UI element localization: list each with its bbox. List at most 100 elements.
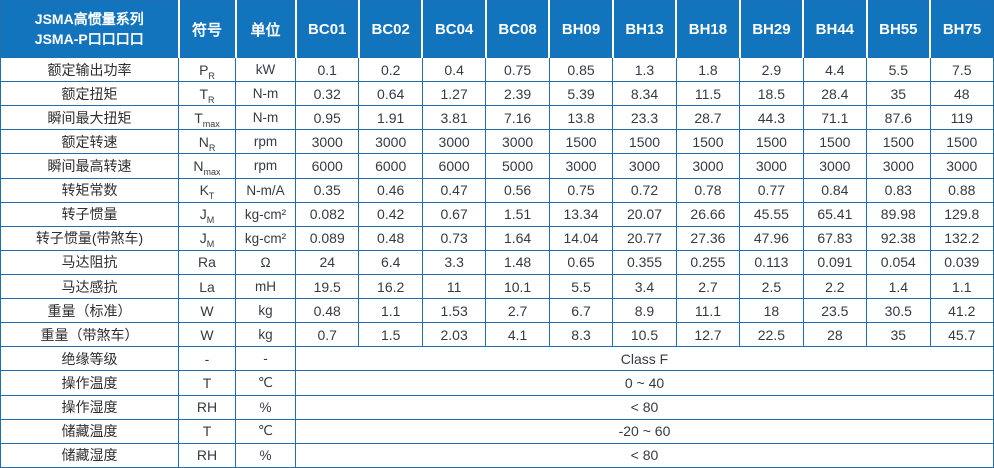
cell-value: 0.48 [294,298,360,324]
cell-value: 0.88 [929,177,994,203]
row-symbol: - [178,346,236,372]
symbol-subscript: max [202,118,220,129]
row-unit: mH [235,273,296,300]
cell-value: 1.91 [358,105,423,131]
row-label: 操作温度 [0,370,179,396]
cell-value: 0.72 [612,177,677,203]
row-symbol: JM [178,225,236,251]
cell-value: 0.56 [485,177,550,203]
cell-value: 45.7 [929,322,994,348]
cell-value: 35 [866,322,931,348]
merged-value: Class F [295,346,994,372]
cell-value: 71.1 [802,105,868,131]
symbol-subscript: T [208,190,215,201]
cell-value: 3000 [485,129,550,155]
symbol-base: W [200,326,214,343]
series-title-line2: JSMA-P口口口口 [34,31,144,47]
cell-value: 44.3 [739,105,804,131]
row-unit: kg [235,298,296,324]
merged-value: 0 ~ 40 [295,370,994,396]
symbol-base: J [199,230,207,247]
cell-value: 1.4 [866,273,931,300]
cell-value: 12.7 [675,322,741,348]
cell-value: 5.39 [548,81,614,107]
cell-value: 1500 [612,129,677,155]
cell-value: 3.4 [612,273,677,300]
row-symbol: TR [178,81,236,107]
row-symbol: JM [178,201,236,227]
symbol-subscript: R [208,94,215,105]
cell-value: 7.16 [485,105,550,131]
header-col-bh44: BH44 [802,0,867,58]
row-label: 马达感抗 [0,273,179,300]
cell-value: 0.082 [294,201,360,227]
cell-value: 0.4 [421,56,487,83]
cell-value: 1.51 [485,201,550,227]
cell-value: 1.3 [612,56,677,83]
row-unit: % [235,394,296,420]
row-symbol: RH [178,394,236,420]
table-body: 额定输出功率 PR kW 0.1 0.2 0.4 0.75 0.85 1.3 1.8 2.9 4.4 5… [0,56,994,468]
cell-value: 23.5 [802,298,868,324]
cell-value: 28.7 [675,105,741,131]
cell-value: 0.039 [929,249,994,275]
cell-value: 0.77 [739,177,804,203]
cell-value: 1.1 [358,298,423,324]
cell-value: 0.355 [612,249,677,275]
row-label: 转子惯量 [0,201,179,227]
cell-value: 20.77 [612,225,677,251]
table-row: 绝缘等级 - - Class F [0,346,994,372]
symbol-base: W [200,302,214,319]
cell-value: 3000 [612,153,677,179]
row-unit: ℃ [235,418,296,444]
header-col-bh13: BH13 [611,0,677,58]
cell-value: 0.75 [548,177,614,203]
cell-value: 13.34 [548,201,614,227]
cell-value: 1500 [802,129,868,155]
header-col-bh09: BH09 [548,0,613,58]
row-symbol: RH [178,442,236,468]
cell-value: 11 [421,273,487,300]
row-unit: Ω [235,249,296,275]
table-row: 马达阻抗 Ra Ω 24 6.4 3.3 1.48 0.65 0.355 0.255 0.113 0.… [0,249,994,275]
cell-value: 18 [739,298,804,324]
cell-value: 0.65 [548,249,614,275]
cell-value: 28.4 [802,81,868,107]
cell-value: 3000 [421,129,487,155]
cell-value: 6.4 [358,249,423,275]
cell-value: 119 [929,105,994,131]
cell-value: 1.1 [929,273,994,300]
symbol-subscript: R [208,142,216,153]
table-row: 操作温度 T ℃ 0 ~ 40 [0,370,994,396]
cell-value: 0.113 [739,249,804,275]
cell-value: 0.46 [358,177,423,203]
cell-value: 1.64 [485,225,550,251]
cell-value: 13.8 [548,105,614,131]
row-label: 额定输出功率 [0,56,179,83]
cell-value: 92.38 [866,225,931,251]
cell-value: 0.32 [294,81,360,107]
row-unit: N-m [235,105,296,131]
cell-value: 87.6 [866,105,931,131]
symbol-base: RH [196,447,218,464]
row-symbol: Ra [178,249,236,275]
cell-value: 5000 [485,153,550,179]
table-header-row: JSMA高惯量系列 JSMA-P口口口口 符号 单位 BC01 BC02 BC04 B… [0,0,994,58]
header-col-bc02: BC02 [357,0,423,58]
cell-value: 3000 [358,129,423,155]
symbol-base: La [199,278,215,295]
cell-value: 3000 [866,153,931,179]
cell-value: 1500 [739,129,804,155]
cell-value: 0.95 [294,105,360,131]
symbol-subscript: M [206,215,215,225]
cell-value: 0.7 [294,322,360,348]
cell-value: 19.5 [294,273,360,300]
row-symbol: W [178,322,236,348]
cell-value: 1500 [866,129,931,155]
row-symbol: PR [178,56,236,83]
row-label: 马达阻抗 [0,249,179,275]
cell-value: 0.47 [421,177,487,203]
row-symbol: La [178,273,236,300]
